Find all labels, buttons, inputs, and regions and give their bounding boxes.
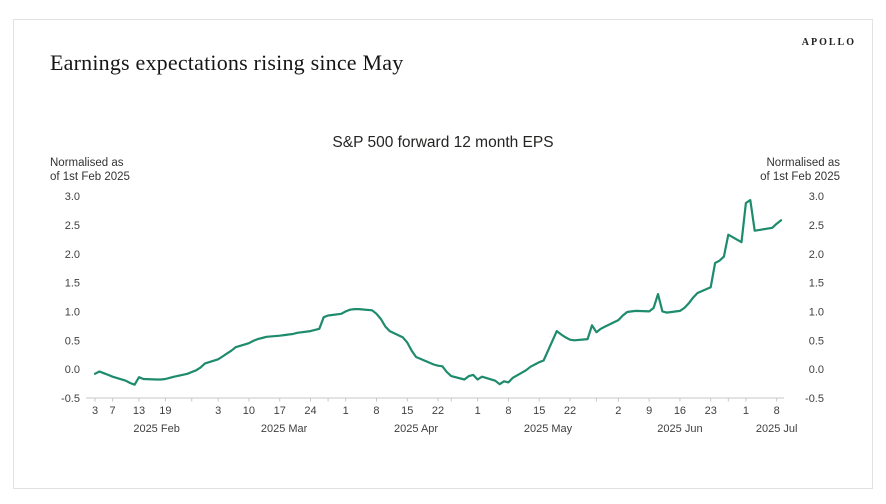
y-tick-label-left: 1.5 [65,278,80,290]
y-tick-label-right: -0.5 [805,393,824,405]
x-tick-label: 8 [373,405,379,417]
y-tick-label-left: 2.0 [65,249,80,261]
x-tick-label: 24 [304,405,316,417]
x-tick-label: 15 [533,405,545,417]
y-tick-label-right: 0.5 [809,335,824,347]
x-tick-label: 15 [401,405,413,417]
y-tick-label-left: 2.5 [65,220,80,232]
chart-card [13,19,873,489]
y-tick-label-right: 3.0 [809,191,824,203]
x-tick-label: 1 [475,405,481,417]
month-label: 2025 Apr [394,423,438,435]
x-tick-label: 3 [92,405,98,417]
x-tick-label: 1 [743,405,749,417]
x-tick-label: 17 [274,405,286,417]
left-axis-note-line2: of 1st Feb 2025 [50,171,130,183]
x-tick-label: 8 [774,405,780,417]
chart-title: S&P 500 forward 12 month EPS [332,134,554,151]
y-tick-label-right: 0.0 [809,364,824,376]
y-tick-label-left: -0.5 [61,393,80,405]
x-tick-label: 8 [505,405,511,417]
apollo-logo: APOLLO [801,37,856,48]
x-tick-label: 23 [705,405,717,417]
y-tick-label-right: 1.5 [809,278,824,290]
y-tick-label-left: 3.0 [65,191,80,203]
y-tick-label-left: 0.5 [65,335,80,347]
right-axis-note: Normalised as of 1st Feb 2025 [760,156,840,184]
left-axis-note-line1: Normalised as [50,157,124,169]
left-axis-note: Normalised as of 1st Feb 2025 [50,156,130,184]
x-tick-label: 9 [646,405,652,417]
x-tick-label: 3 [215,405,221,417]
page-title: Earnings expectations rising since May [50,50,404,75]
x-tick-label: 1 [343,405,349,417]
month-label: 2025 Feb [133,423,179,435]
x-tick-label: 2 [615,405,621,417]
x-tick-label: 22 [432,405,444,417]
month-label: 2025 May [524,423,573,435]
y-tick-label-left: 0.0 [65,364,80,376]
right-axis-note-line1: Normalised as [766,157,841,169]
month-label: 2025 Jun [657,423,702,435]
eps-series-line [93,199,783,386]
y-tick-label-right: 2.5 [809,220,824,232]
x-tick-label: 19 [159,405,171,417]
month-label: 2025 Jul [756,423,798,435]
month-label: 2025 Mar [261,423,308,435]
x-tick-label: 22 [564,405,576,417]
x-tick-label: 7 [110,405,116,417]
x-tick-label: 13 [133,405,145,417]
y-tick-label-left: 1.0 [65,306,80,318]
y-tick-label-right: 1.0 [809,306,824,318]
x-tick-label: 16 [674,405,686,417]
right-axis-note-line2: of 1st Feb 2025 [760,171,840,183]
y-tick-label-right: 2.0 [809,249,824,261]
x-tick-label: 10 [243,405,255,417]
